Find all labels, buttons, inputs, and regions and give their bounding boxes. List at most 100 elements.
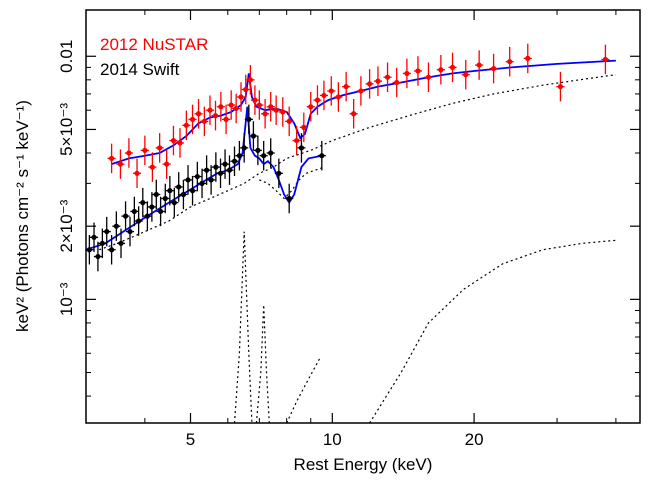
swift-data-point-7 bbox=[116, 228, 126, 259]
legend-label-swift: 2014 Swift bbox=[100, 60, 180, 79]
nustar-data-point-17 bbox=[222, 104, 231, 135]
nustar-data-point-39 bbox=[356, 76, 365, 106]
model-curves bbox=[85, 59, 616, 251]
nustar-data-point-13 bbox=[200, 106, 209, 137]
nustar-data-point-38 bbox=[349, 99, 358, 129]
nustar-data-point-4 bbox=[140, 135, 149, 166]
nustar-data-point-16 bbox=[216, 91, 225, 122]
nustar-data-point-22 bbox=[246, 65, 255, 95]
nustar-data-point-21 bbox=[241, 74, 250, 105]
nustar-data-point-0 bbox=[107, 143, 116, 174]
swift-data-point-6 bbox=[112, 211, 121, 241]
nustar-data-point-11 bbox=[188, 104, 197, 135]
x-tick-label-1: 10 bbox=[323, 430, 342, 449]
nustar-data-point-8 bbox=[169, 125, 178, 156]
nustar-data-point-29 bbox=[285, 106, 294, 137]
swift-data-point-15 bbox=[152, 179, 161, 210]
nustar-data-point-55 bbox=[601, 44, 610, 75]
nustar-data-point-31 bbox=[299, 112, 308, 143]
x-tick-label-0: 5 bbox=[186, 430, 195, 449]
swift-data-point-42 bbox=[297, 133, 306, 163]
swift-data-point-19 bbox=[170, 187, 179, 218]
axis-ticks: 5 10 20 10⁻³ 2×10⁻³ 5×10⁻³ 0.01 bbox=[57, 10, 640, 449]
nustar-data-point-34 bbox=[319, 80, 329, 111]
y-tick-label-2: 5×10⁻³ bbox=[57, 103, 76, 156]
nustar-data-point-18 bbox=[227, 90, 236, 120]
nustar-data-point-24 bbox=[255, 90, 264, 120]
swift-data-point-17 bbox=[161, 183, 170, 214]
nustar-data-point-40 bbox=[365, 69, 374, 99]
swift-data-point-12 bbox=[138, 187, 147, 218]
nustar-data-point-12 bbox=[194, 99, 203, 129]
swift-data-point-3 bbox=[98, 228, 107, 259]
nustar-data-point-46 bbox=[424, 62, 433, 92]
swift-data-point-8 bbox=[121, 201, 130, 231]
swift-data-point-29 bbox=[216, 158, 225, 189]
legend-label-nustar: 2012 NuSTAR bbox=[100, 35, 208, 54]
model-component-curve-5 bbox=[259, 166, 325, 200]
swift-data-point-18 bbox=[165, 175, 174, 206]
swift-data-point-4 bbox=[102, 216, 111, 247]
y-tick-label-1: 2×10⁻³ bbox=[57, 199, 76, 252]
swift-data-point-10 bbox=[130, 196, 139, 227]
nustar-data-point-28 bbox=[278, 97, 287, 127]
nustar-data-point-50 bbox=[475, 50, 484, 80]
plot-frame bbox=[85, 9, 641, 424]
swift-data-point-14 bbox=[147, 192, 156, 222]
swift-data-point-24 bbox=[193, 161, 202, 192]
nustar-data-point-35 bbox=[327, 76, 336, 106]
nustar-data-point-10 bbox=[182, 110, 191, 141]
nustar-data-point-51 bbox=[489, 53, 498, 84]
legend: 2012 NuSTAR 2014 Swift bbox=[100, 35, 208, 79]
swift-data-point-41 bbox=[285, 183, 294, 214]
nustar-data-point-9 bbox=[175, 128, 185, 158]
nustar-data-point-44 bbox=[402, 58, 411, 89]
swift-data-point-36 bbox=[249, 121, 258, 151]
nustar-data-point-32 bbox=[306, 91, 315, 122]
swift-data-point-38 bbox=[259, 140, 268, 171]
x-axis-label: Rest Energy (keV) bbox=[294, 455, 433, 474]
nustar-data-point-30 bbox=[292, 125, 301, 156]
swift-data-point-20 bbox=[174, 172, 183, 202]
y-tick-label-3: 0.01 bbox=[57, 40, 76, 73]
swift-data-point-34 bbox=[240, 133, 249, 163]
swift-data-point-13 bbox=[143, 201, 152, 231]
nustar-data-point-53 bbox=[523, 43, 532, 74]
nustar-data-point-36 bbox=[334, 82, 343, 112]
x-tick-label-2: 20 bbox=[465, 430, 484, 449]
y-axis-label: keV² (Photons cm⁻² s⁻¹ keV⁻¹) bbox=[13, 100, 32, 332]
swift-data-point-2 bbox=[93, 241, 102, 272]
nustar-data-point-42 bbox=[383, 62, 392, 92]
swift-data-point-32 bbox=[230, 146, 239, 176]
nustar-data-point-1 bbox=[116, 149, 125, 179]
nustar-data-point-52 bbox=[505, 46, 514, 77]
nustar-data-point-20 bbox=[236, 82, 246, 112]
nustar-data-point-15 bbox=[211, 100, 220, 131]
swift-data-point-5 bbox=[107, 234, 116, 265]
model-fit-curve-3 bbox=[111, 59, 616, 165]
data-points bbox=[85, 43, 610, 272]
nustar-data-point-7 bbox=[162, 149, 171, 179]
swift-data-point-28 bbox=[211, 152, 220, 182]
swift-data-point-16 bbox=[156, 196, 165, 227]
swift-data-point-27 bbox=[207, 165, 216, 195]
swift-data-point-22 bbox=[183, 165, 193, 195]
nustar-data-point-3 bbox=[132, 158, 142, 189]
swift-data-point-26 bbox=[202, 155, 211, 185]
swift-data-point-39 bbox=[266, 138, 275, 168]
swift-data-point-21 bbox=[179, 179, 188, 210]
nustar-data-point-47 bbox=[436, 55, 445, 85]
nustar-data-point-6 bbox=[155, 133, 164, 163]
nustar-data-point-41 bbox=[373, 66, 383, 96]
nustar-data-point-48 bbox=[448, 52, 457, 83]
nustar-data-point-43 bbox=[392, 67, 401, 98]
nustar-data-point-54 bbox=[556, 71, 565, 102]
swift-data-point-31 bbox=[225, 155, 234, 185]
swift-data-point-23 bbox=[188, 175, 197, 206]
swift-data-point-30 bbox=[221, 149, 230, 179]
model-components bbox=[99, 74, 616, 424]
nustar-data-point-27 bbox=[272, 95, 281, 125]
nustar-data-point-25 bbox=[261, 99, 270, 129]
nustar-data-point-19 bbox=[232, 93, 241, 124]
